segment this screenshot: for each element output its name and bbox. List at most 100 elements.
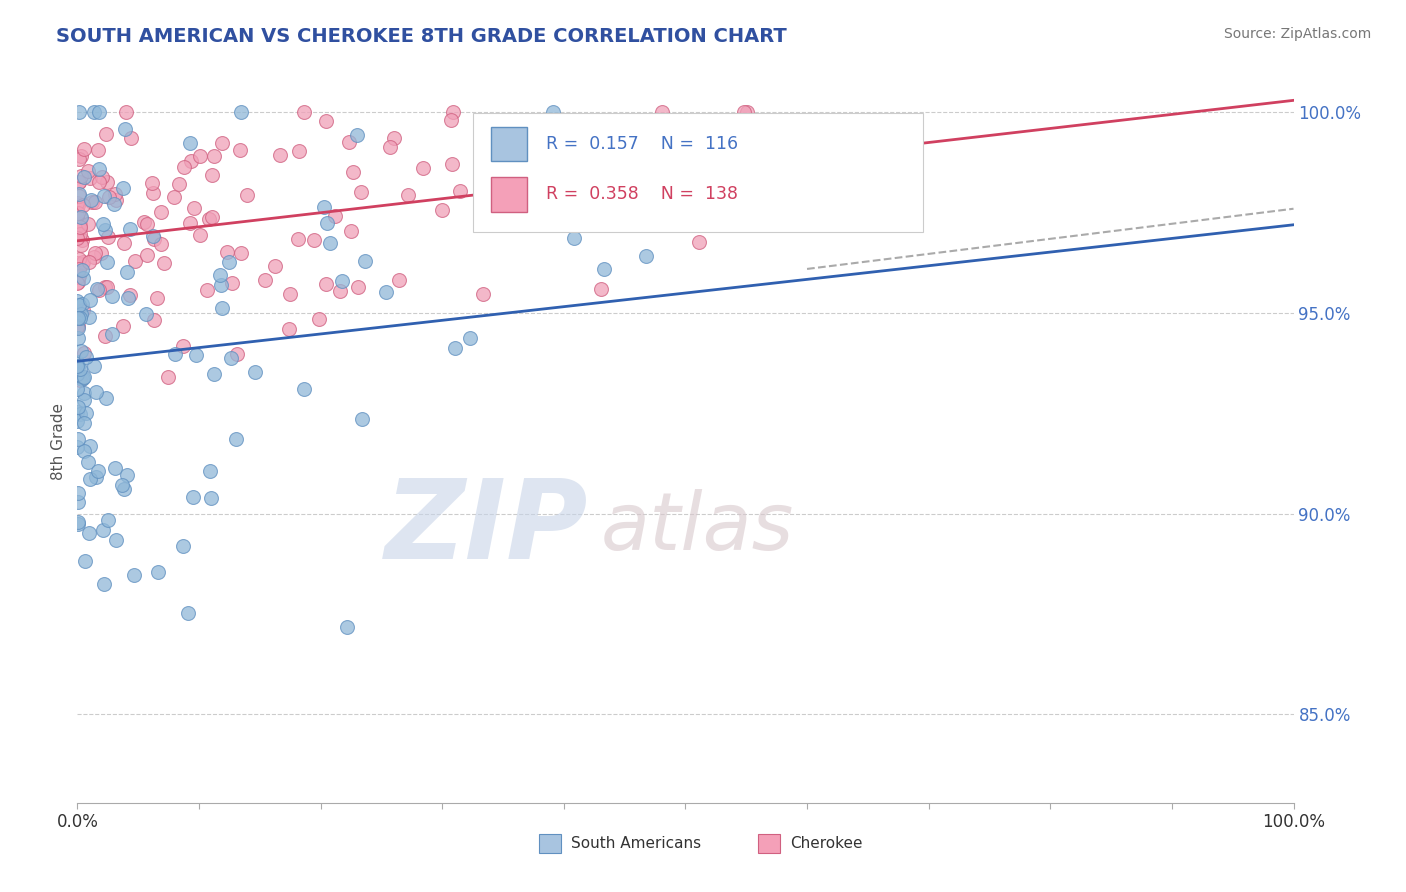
Point: [811, 189, 834, 203]
Point: [70, 343, 93, 358]
Point: [135, 307, 157, 321]
Point: [388, 273, 411, 287]
Point: [731, 161, 754, 175]
Point: [173, 339, 195, 353]
Text: R =  0.157    N =  116: R = 0.157 N = 116: [546, 135, 738, 153]
Point: [70, 237, 93, 252]
Point: [142, 232, 165, 246]
Point: [66, 277, 89, 291]
Point: [354, 253, 377, 268]
Point: [69, 210, 91, 224]
Bar: [491, 178, 527, 211]
Point: [67, 188, 90, 202]
Point: [103, 197, 125, 211]
Point: [340, 224, 363, 238]
Point: [315, 277, 337, 291]
Point: [70, 169, 93, 183]
Point: [177, 606, 200, 620]
Point: [337, 135, 360, 149]
Point: [72, 371, 94, 385]
Point: [67, 152, 90, 166]
Point: [73, 416, 96, 430]
Point: [77, 310, 100, 325]
Point: [79, 439, 101, 453]
Point: [67, 270, 90, 285]
Point: [114, 121, 136, 136]
Point: [444, 342, 467, 356]
Point: [66, 294, 89, 309]
Point: [83, 250, 105, 264]
Point: [302, 233, 325, 247]
Point: [87, 105, 110, 120]
Point: [104, 460, 127, 475]
Point: [111, 478, 134, 492]
Point: [96, 280, 118, 294]
Point: [104, 193, 127, 207]
Point: [73, 444, 96, 458]
Point: [82, 194, 104, 209]
Point: [229, 245, 252, 260]
Point: [73, 169, 96, 184]
Point: [496, 216, 519, 230]
Text: Cherokee: Cherokee: [790, 836, 862, 851]
Point: [66, 275, 89, 289]
Point: [179, 136, 201, 150]
Point: [67, 268, 90, 283]
Point: [375, 285, 398, 299]
Point: [118, 288, 141, 302]
Point: [79, 472, 101, 486]
Point: [66, 210, 89, 224]
Point: [77, 455, 100, 469]
Point: [188, 148, 211, 162]
Point: [211, 136, 233, 151]
Point: [66, 319, 89, 334]
Point: [181, 490, 204, 504]
Point: [112, 318, 135, 333]
Point: [269, 148, 291, 162]
Point: [94, 391, 117, 405]
Point: [142, 229, 165, 244]
Point: [350, 412, 373, 426]
Point: [468, 145, 491, 159]
Point: [180, 154, 202, 169]
Text: ZIP: ZIP: [385, 475, 588, 582]
Point: [96, 254, 118, 268]
Point: [312, 200, 335, 214]
Point: [731, 139, 754, 153]
Point: [97, 513, 120, 527]
Point: [118, 222, 141, 236]
Point: [198, 211, 221, 226]
Point: [67, 105, 90, 120]
Point: [198, 465, 221, 479]
Point: [66, 311, 89, 326]
Point: [583, 211, 606, 225]
Point: [217, 245, 239, 260]
Point: [66, 516, 89, 531]
Point: [263, 259, 285, 273]
Text: R =  0.358    N =  138: R = 0.358 N = 138: [546, 186, 738, 203]
Point: [150, 205, 173, 219]
Point: [87, 464, 110, 478]
Point: [84, 470, 107, 484]
Point: [72, 271, 94, 285]
Point: [141, 176, 163, 190]
Point: [80, 193, 103, 207]
Point: [201, 210, 224, 224]
Point: [793, 160, 815, 174]
Point: [200, 491, 222, 505]
Point: [66, 256, 89, 270]
Point: [93, 577, 115, 591]
Point: [66, 321, 89, 335]
Point: [432, 203, 454, 218]
Point: [66, 360, 89, 375]
Point: [67, 175, 90, 189]
Point: [69, 219, 91, 234]
Point: [93, 223, 115, 237]
Point: [165, 347, 187, 361]
Point: [67, 298, 90, 312]
Point: [72, 255, 94, 269]
Point: [70, 233, 93, 247]
Point: [69, 210, 91, 224]
Point: [66, 494, 89, 508]
Point: [90, 169, 112, 184]
